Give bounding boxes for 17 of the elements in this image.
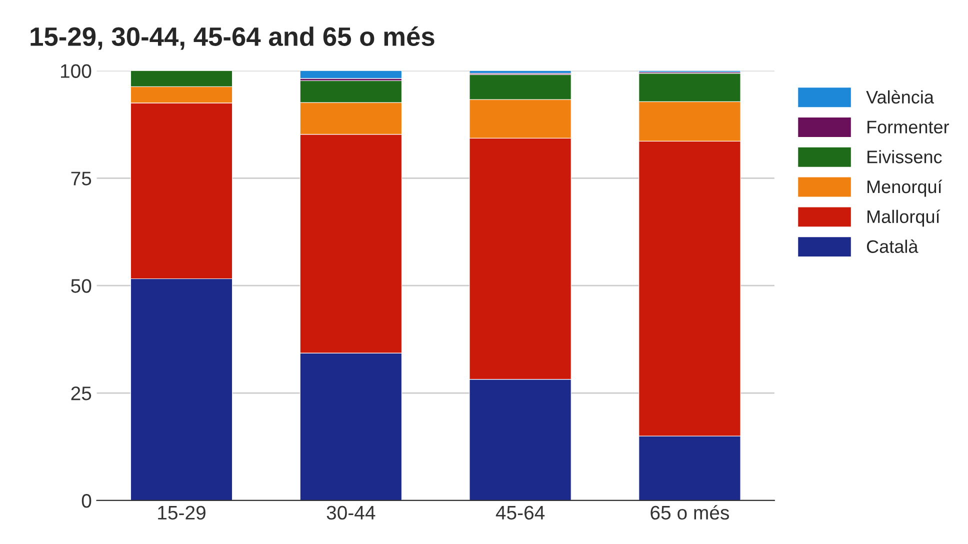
x-tick-label: 30-44 [326,506,376,520]
legend-label: Formenter [868,120,950,134]
legend-label: Eivissenc [868,150,942,164]
bar [300,70,402,79]
legend-label: Menorquí [868,180,942,197]
legend-label: Mallorquí [868,210,940,227]
x-tick-label: 65 o més [650,505,729,520]
x-tick-label: 15-29 [158,506,206,520]
y-tick-label: 75 [71,172,92,186]
y-tick-label: 0 [82,494,92,508]
chart-title: 15-29, 30-44, 45-64 and 65 o més [30,26,434,50]
x-tick-label: 45-64 [496,506,545,520]
legend-label: Català [866,240,918,253]
y-tick-label: 25 [71,386,92,400]
legend-label: València [866,90,934,104]
y-tick-label: 50 [71,279,92,293]
y-tick-label: 100 [60,64,92,78]
